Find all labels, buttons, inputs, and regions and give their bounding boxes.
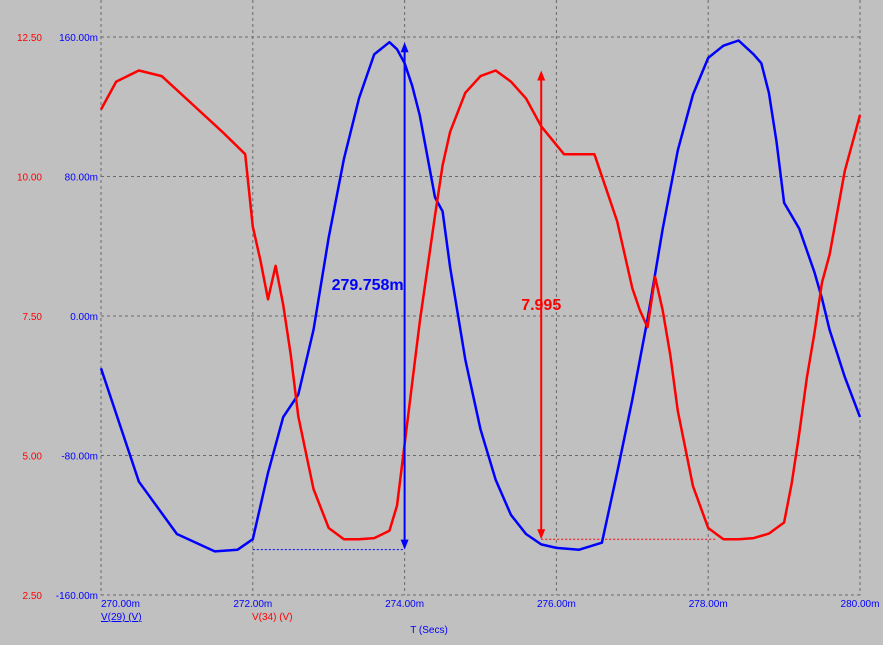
y-right-tick-label: -80.00m	[61, 452, 98, 463]
legend-entry-v29: V(29) (V)	[101, 612, 142, 623]
y-left-tick-label: 12.50	[17, 33, 42, 44]
x-tick-label: 274.00m	[385, 599, 424, 610]
y-right-tick-label: 80.00m	[65, 173, 98, 184]
x-axis-label: T (Secs)	[410, 625, 448, 636]
series-line	[99, 39, 862, 553]
measure-arrow-bottom	[537, 529, 546, 540]
y-left-tick-label: 7.50	[23, 312, 43, 323]
measure-arrow-top	[400, 42, 409, 53]
x-tick-label: 276.00m	[537, 599, 576, 610]
measure-arrow-bottom	[400, 539, 409, 550]
y-left-tick-label: 2.50	[23, 591, 43, 602]
x-tick-label: 270.00m	[101, 599, 140, 610]
y-left-tick-label: 10.00	[17, 173, 42, 184]
plot-area	[101, 0, 883, 595]
x-tick-label: 272.00m	[233, 599, 272, 610]
y-right-tick-label: 0.00m	[70, 312, 98, 323]
legend-entry-v34: V(34) (V)	[252, 612, 293, 623]
measure-arrow-top	[537, 70, 546, 81]
measure-label: 279.758m	[332, 277, 404, 294]
y-left-tick-label: 5.00	[23, 452, 43, 463]
x-tick-label: 278.00m	[689, 599, 728, 610]
series-line	[99, 69, 862, 541]
x-tick-label: 280.00m	[841, 599, 880, 610]
measure-label: 7.995	[521, 297, 561, 314]
y-right-tick-label: -160.00m	[56, 591, 98, 602]
y-right-tick-label: 160.00m	[59, 33, 98, 44]
